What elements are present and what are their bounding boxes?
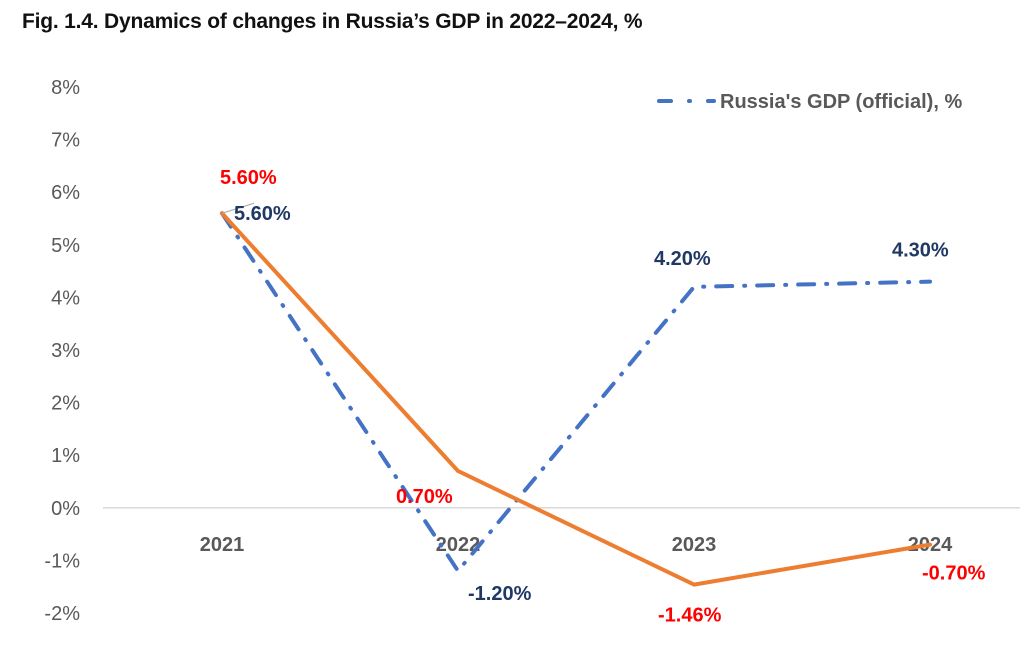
y-tick-label: 7% (51, 130, 80, 152)
y-tick-label: 0% (51, 498, 80, 520)
y-tick-label: 4% (51, 287, 80, 309)
label-leader-line (221, 202, 255, 214)
data-label: 5.60% (220, 167, 277, 189)
data-label: 4.30% (892, 240, 949, 262)
y-tick-label: 8% (51, 77, 80, 99)
x-tick-label: 2022 (436, 534, 481, 556)
series-line-estimate (220, 211, 932, 587)
y-tick-label: -2% (44, 603, 80, 625)
y-tick-label: -1% (44, 550, 80, 572)
y-tick-label: 6% (51, 182, 80, 204)
data-label: 0.70% (396, 486, 453, 508)
chart-title: Fig. 1.4. Dynamics of changes in Russia’… (22, 10, 643, 33)
x-tick-label: 2023 (672, 534, 717, 556)
data-label: -0.70% (922, 563, 986, 585)
y-tick-label: 1% (51, 445, 80, 467)
data-labels: 5.60% -1.20% 4.20% 4.30% 5.60% 0.70% -1.46% -0.… (220, 167, 986, 626)
x-tick-label: 2021 (200, 534, 245, 556)
data-label: 4.20% (654, 248, 711, 270)
y-tick-label: 2% (51, 393, 80, 415)
data-label: 5.60% (234, 203, 291, 225)
legend: Russia's GDP (official), % (657, 91, 962, 113)
x-axis-ticks: 2021 2022 2023 2024 (200, 534, 953, 556)
series-lines (220, 211, 932, 587)
legend-label-official-gdp: Russia's GDP (official), % (720, 91, 962, 113)
y-axis-ticks: 8% 7% 6% 5% 4% 3% 2% 1% 0% -1% -2% (44, 77, 80, 625)
data-label: -1.46% (658, 605, 722, 627)
y-tick-label: 3% (51, 340, 80, 362)
series-line-official-gdp (220, 211, 932, 573)
data-label: -1.20% (468, 583, 532, 605)
y-tick-label: 5% (51, 235, 80, 257)
